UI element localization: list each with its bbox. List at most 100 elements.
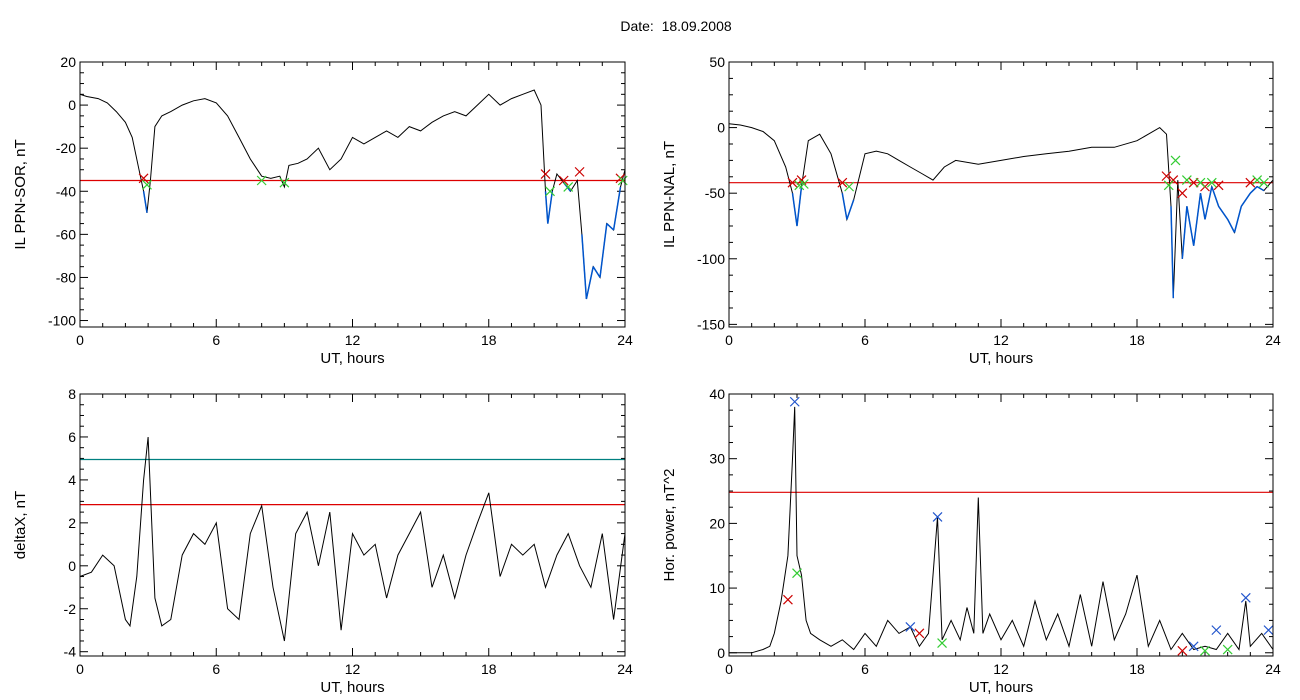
- green-x-marker: [142, 179, 152, 190]
- green-x-marker: [844, 181, 855, 192]
- y-tick-label: 0: [717, 120, 725, 136]
- red-x-marker: [1177, 188, 1188, 199]
- y-tick-label: 30: [709, 451, 725, 467]
- red-x-marker: [787, 177, 798, 188]
- green-x-marker: [1206, 177, 1217, 188]
- x-tick-label: 0: [76, 332, 84, 348]
- blue-x-marker: [932, 511, 943, 522]
- x-axis-label: UT, hours: [969, 679, 1033, 696]
- x-tick-label: 6: [212, 332, 220, 348]
- y-tick-label: -80: [56, 269, 76, 285]
- red-x-marker: [1245, 177, 1256, 188]
- x-tick-label: 12: [993, 661, 1009, 677]
- series-line: [79, 436, 626, 642]
- blue-x-marker: [905, 621, 916, 632]
- series-line: [79, 89, 626, 300]
- red-x-marker: [783, 594, 793, 605]
- green-x-marker: [563, 182, 574, 192]
- green-x-marker: [937, 638, 947, 648]
- x-tick-label: 24: [617, 661, 633, 677]
- y-tick-label: -60: [56, 226, 76, 242]
- y-axis-label: IL PPN-NAL, nT: [661, 141, 678, 248]
- red-x-marker: [1177, 645, 1188, 656]
- date-header: Date: 18.09.2008: [0, 18, 1300, 34]
- red-x-marker: [558, 175, 569, 186]
- y-tick-label: 0: [68, 97, 76, 113]
- x-tick-label: 0: [725, 332, 733, 348]
- green-x-marker: [617, 175, 628, 186]
- blue-x-marker: [1188, 641, 1199, 652]
- y-tick-label: 0: [717, 645, 725, 661]
- panel-1: 0 6 12 18 24 20 0 -20 -40 -60 -80 -100 UT, hours IL P…: [12, 54, 633, 367]
- date-label: Date:: [620, 18, 654, 34]
- red-x-marker: [837, 177, 848, 188]
- panel-4: 0 6 12 18 24 40 30 20 10 0 UT, hours Hor. power, nT…: [661, 386, 1281, 696]
- plot-frame: [728, 393, 1274, 657]
- x-tick-label: 6: [861, 332, 869, 348]
- y-axis-label: Hor. power, nT^2: [661, 469, 678, 582]
- green-x-marker: [1170, 155, 1181, 166]
- green-x-marker: [1222, 644, 1233, 655]
- y-tick-label: -150: [697, 316, 725, 332]
- x-tick-label: 18: [1129, 661, 1145, 677]
- date-value: 18.09.2008: [661, 18, 732, 34]
- y-tick-label: -2: [64, 601, 77, 617]
- plot-frame: [79, 393, 626, 657]
- x-tick-label: 18: [1129, 332, 1145, 348]
- blue-x-marker: [1263, 625, 1274, 636]
- plot-frame: [728, 61, 1274, 328]
- green-x-marker: [279, 177, 290, 188]
- x-tick-label: 18: [481, 661, 497, 677]
- x-tick-label: 12: [345, 661, 361, 677]
- x-tick-label: 24: [1265, 661, 1281, 677]
- green-x-marker: [1200, 645, 1210, 656]
- y-tick-label: 4: [68, 472, 76, 488]
- x-tick-label: 0: [76, 661, 84, 677]
- x-axis-label: UT, hours: [320, 350, 384, 367]
- y-tick-label: -4: [64, 644, 77, 660]
- y-tick-label: -100: [697, 251, 725, 267]
- x-tick-label: 12: [345, 332, 361, 348]
- y-axis-label: IL PPN-SOR, nT: [12, 139, 29, 249]
- x-tick-label: 6: [861, 661, 869, 677]
- x-axis-label: UT, hours: [320, 679, 384, 696]
- green-x-marker: [792, 568, 802, 579]
- series-line: [728, 123, 1274, 299]
- red-x-marker: [138, 173, 149, 184]
- y-tick-label: 10: [709, 580, 725, 596]
- x-tick-label: 24: [617, 332, 633, 348]
- panel-2: 0 6 12 18 24 50 0 -50 -100 -150 UT, hours IL PPN-NA…: [661, 54, 1281, 367]
- storm-segment: [142, 182, 622, 300]
- y-tick-label: 8: [68, 386, 76, 402]
- x-tick-label: 18: [481, 332, 497, 348]
- green-x-marker: [1259, 177, 1269, 188]
- plot-frame: [79, 61, 626, 328]
- panel-3: 0 6 12 18 24 8 6 4 2 0 -2 -4 UT, hours deltaX, nT: [12, 386, 633, 696]
- series-line: [729, 406, 1274, 654]
- y-tick-label: -20: [56, 140, 76, 156]
- x-tick-label: 24: [1265, 332, 1281, 348]
- green-x-marker: [1163, 180, 1174, 191]
- blue-x-marker: [1211, 625, 1222, 636]
- green-x-marker: [256, 175, 267, 186]
- x-axis-label: UT, hours: [969, 350, 1033, 367]
- y-tick-label: 2: [68, 515, 76, 531]
- x-tick-label: 6: [212, 661, 220, 677]
- y-tick-label: 20: [60, 54, 76, 70]
- y-tick-label: 50: [709, 54, 725, 70]
- x-tick-label: 12: [993, 332, 1009, 348]
- y-tick-label: 0: [68, 558, 76, 574]
- y-tick-label: 20: [709, 515, 725, 531]
- red-x-marker: [540, 169, 551, 179]
- red-x-marker: [574, 166, 585, 177]
- green-x-marker: [1181, 175, 1192, 185]
- y-tick-label: -50: [705, 185, 725, 201]
- red-x-marker: [1161, 171, 1172, 182]
- blue-x-marker: [789, 396, 800, 407]
- y-tick-label: -40: [56, 183, 76, 199]
- x-tick-label: 0: [725, 661, 733, 677]
- green-x-marker: [798, 179, 809, 189]
- red-x-marker: [914, 628, 925, 639]
- storm-segment: [791, 185, 1265, 299]
